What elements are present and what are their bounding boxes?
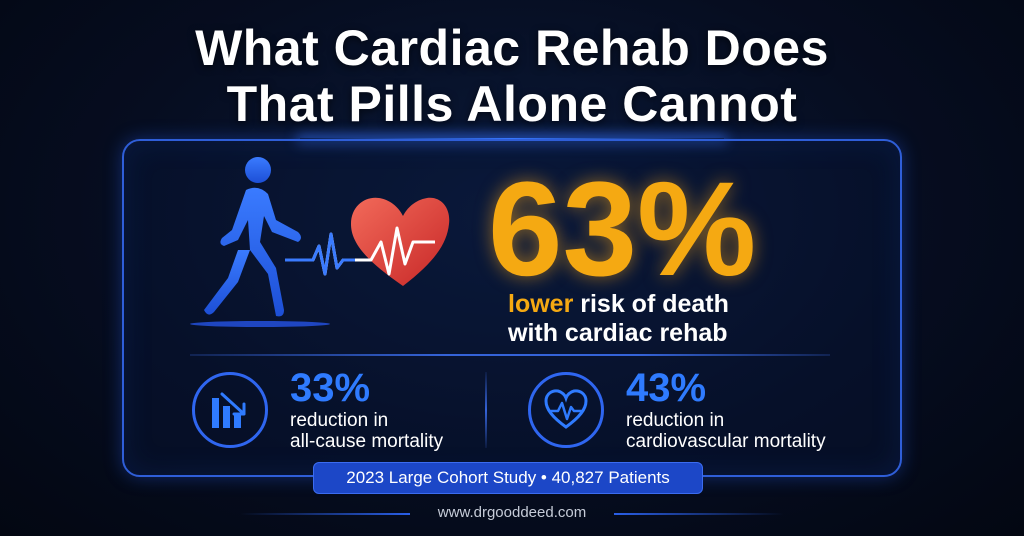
- stat-2-line-1: reduction in: [626, 410, 725, 431]
- stat-1-line-2: all-cause mortality: [290, 431, 444, 452]
- stat-2-line-2: cardiovascular mortality: [626, 431, 826, 452]
- title-line-2: That Pills Alone Cannot: [226, 76, 798, 132]
- heart-ecg-icon: [285, 197, 450, 286]
- stat-1-line-1: reduction in: [290, 410, 389, 431]
- footer-url[interactable]: www.drgooddeed.com: [437, 504, 587, 521]
- title-line-1: What Cardiac Rehab Does: [195, 20, 829, 76]
- main-stat-desc-rest: risk of death: [573, 290, 729, 318]
- walking-person-icon: [190, 157, 330, 327]
- horizontal-divider: [190, 354, 830, 356]
- main-stat-value: 63%: [488, 155, 757, 304]
- main-stat-highlight: lower: [508, 290, 574, 318]
- vertical-divider: [485, 372, 487, 448]
- footer-line-left: [240, 513, 410, 515]
- study-badge: 2023 Large Cohort Study • 40,827 Patient…: [313, 462, 703, 494]
- stat-2-value: 43%: [626, 366, 707, 410]
- main-stat-description-line-1: lower risk of death: [508, 289, 729, 319]
- heart-pulse-icon: [528, 372, 604, 448]
- stat-1-value: 33%: [290, 366, 371, 410]
- bar-chart-down-icon: [192, 372, 268, 448]
- footer-line-right: [614, 513, 784, 515]
- main-stat-description-line-2: with cardiac rehab: [508, 319, 728, 347]
